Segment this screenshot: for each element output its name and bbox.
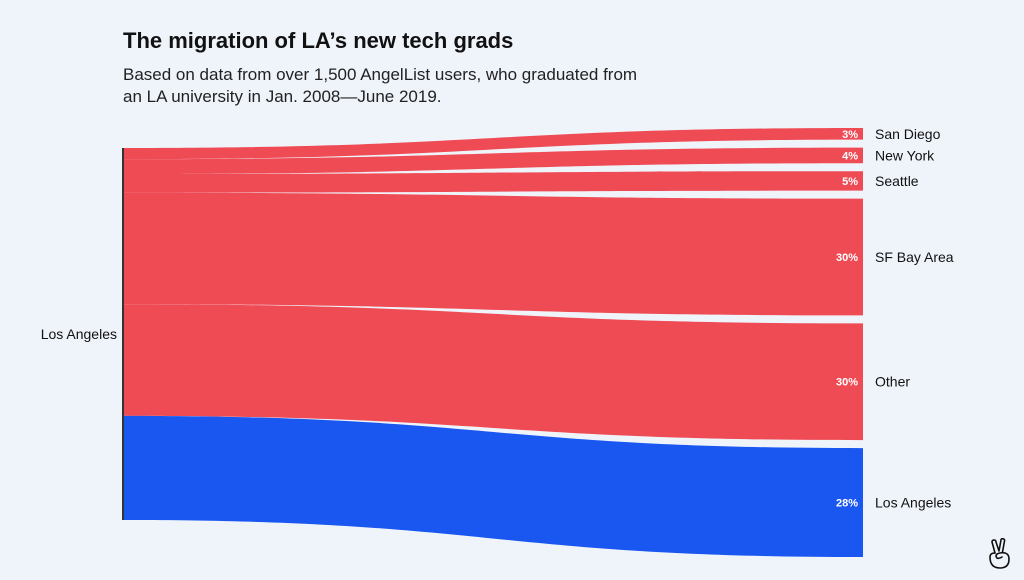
destination-label-seattle: Seattle	[875, 173, 919, 189]
sankey-flows	[123, 128, 863, 557]
flow-percent-label: 30%	[836, 252, 858, 264]
chart-subtitle: Based on data from over 1,500 AngelList …	[123, 65, 638, 106]
destination-label-new-york: New York	[875, 147, 935, 163]
destination-label-los-angeles: Los Angeles	[875, 495, 951, 511]
chart-title: The migration of LA’s new tech grads	[123, 28, 514, 53]
destination-label-other: Other	[875, 374, 910, 390]
flow-percent-label: 4%	[842, 150, 858, 162]
flow-percent-label: 5%	[842, 176, 858, 188]
flow-percent-label: 30%	[836, 377, 858, 389]
flow-sf-bay-area	[123, 192, 863, 316]
flow-percent-label: 28%	[836, 498, 858, 510]
flow-los-angeles-stay	[123, 415, 863, 557]
flow-san-diego	[123, 128, 863, 160]
source-node-bar	[122, 148, 124, 520]
sankey-labels: 3% San Diego 4% New York 5% Seattle 30% SF Bay …	[836, 126, 954, 511]
flow-other	[123, 304, 863, 441]
destination-label-sf-bay-area: SF Bay Area	[875, 249, 954, 265]
flow-new-york	[123, 147, 863, 175]
flow-seattle	[123, 171, 863, 193]
source-node-label: Los Angeles	[41, 326, 117, 342]
angellist-peace-hand-icon	[989, 538, 1010, 569]
flow-percent-label: 3%	[842, 129, 858, 141]
destination-label-san-diego: San Diego	[875, 126, 941, 142]
